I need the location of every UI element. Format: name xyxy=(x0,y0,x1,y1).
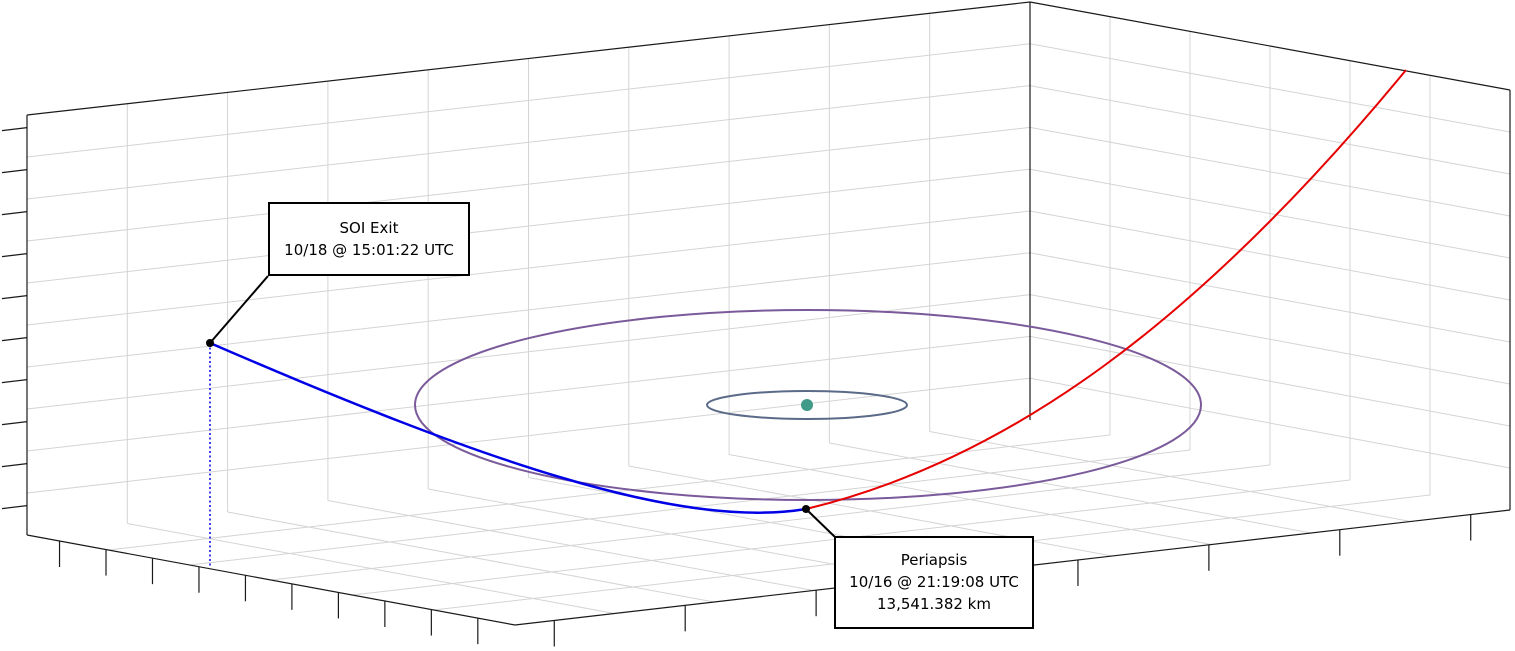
floor-gridline xyxy=(270,464,1271,581)
back-wall-top-edge xyxy=(26,1,1031,116)
z-axis-tick xyxy=(1,253,28,258)
soi-exit-time: 10/18 @ 15:01:22 UTC xyxy=(284,241,454,259)
outer-orbit xyxy=(414,309,1202,501)
inner-orbit xyxy=(706,390,908,420)
z-axis-tick xyxy=(1,127,28,132)
floor-left-edge xyxy=(26,534,516,626)
departure-trajectory xyxy=(805,69,1407,510)
right-wall-grid xyxy=(1029,16,1511,495)
soi-exit-marker xyxy=(206,339,214,347)
floor-gridline xyxy=(108,434,1111,551)
periapsis-title: Periapsis xyxy=(900,551,968,569)
back-wall-gridline xyxy=(26,43,1031,158)
z-axis-tick xyxy=(1,211,28,216)
periapsis-marker xyxy=(802,505,810,513)
back-wall-grid xyxy=(26,13,1031,524)
right-wall-top-edge xyxy=(1029,1,1511,91)
periapsis-leader-line xyxy=(805,508,837,539)
z-axis-tick xyxy=(1,379,28,384)
right-wall-gridline xyxy=(1029,85,1511,175)
right-wall-gridline xyxy=(1029,252,1511,343)
right-wall-gridline xyxy=(1029,168,1511,259)
right-wall-gridline xyxy=(1029,377,1511,469)
z-axis-tick xyxy=(1,295,28,300)
back-wall-gridline xyxy=(26,377,1031,494)
z-axis-tick xyxy=(1,505,28,510)
right-wall-gridline xyxy=(1029,43,1511,133)
right-wall-gridline xyxy=(1029,126,1511,217)
z-axis-tick xyxy=(1,421,28,426)
soi-exit-callout: SOI Exit 10/18 @ 15:01:22 UTC xyxy=(268,202,470,276)
escape-trajectory xyxy=(209,341,807,514)
axes-box xyxy=(26,1,1511,626)
back-wall-gridline xyxy=(26,126,1031,242)
back-wall-gridline xyxy=(26,335,1031,452)
z-axis-tick xyxy=(1,169,28,174)
right-wall-gridline xyxy=(1029,210,1511,301)
z-axis-tick xyxy=(1,337,28,342)
back-wall-gridline xyxy=(26,168,1031,284)
back-wall-gridline xyxy=(26,210,1031,326)
right-wall-gridline xyxy=(1029,335,1511,427)
back-wall-gridline xyxy=(26,294,1031,410)
z-axis-tick xyxy=(1,463,28,468)
right-wall-gridline xyxy=(1029,294,1511,385)
back-wall-gridline xyxy=(26,252,1031,368)
planet xyxy=(801,399,813,411)
soi-exit-title: SOI Exit xyxy=(339,219,399,237)
periapsis-time: 10/16 @ 21:19:08 UTC xyxy=(849,573,1019,591)
periapsis-callout: Periapsis 10/16 @ 21:19:08 UTC 13,541.38… xyxy=(834,536,1034,629)
periapsis-altitude: 13,541.382 km xyxy=(877,595,991,613)
axis-ticks xyxy=(1,127,1472,647)
soi-exit-leader-line xyxy=(209,275,269,344)
back-wall-gridline xyxy=(26,85,1031,200)
